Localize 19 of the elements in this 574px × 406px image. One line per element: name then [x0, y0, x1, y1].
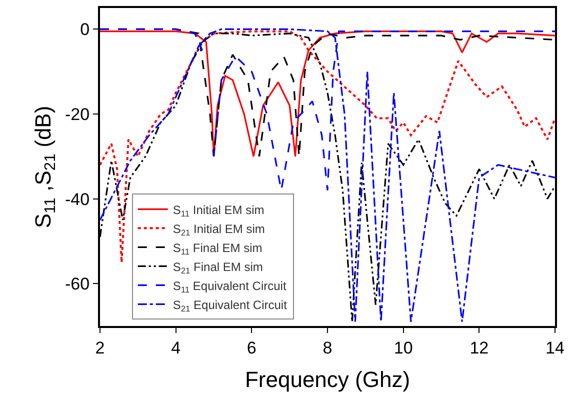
legend-label: S$_{11}$ Equivalent Circuit [172, 278, 287, 294]
legend-label: S$_{21}$ Final EM sim [172, 260, 263, 276]
y-tick-label: -20 [65, 104, 90, 124]
x-axis-title: Frequency (Ghz) [244, 366, 410, 392]
x-tick-label: 6 [246, 338, 256, 358]
x-tick-label: 4 [171, 338, 181, 358]
legend-label: S$_{11}$ Initial EM sim [172, 202, 264, 218]
x-tick-label: 2 [95, 338, 105, 358]
y-tick-label: 0 [80, 20, 90, 40]
y-tick-label: -60 [65, 274, 90, 294]
x-tick-label: 8 [322, 338, 332, 358]
line-series [100, 30, 555, 264]
legend-label: S$_{21}$ Equivalent Circuit [172, 298, 288, 314]
x-tick-label: 10 [394, 338, 413, 358]
legend-label: S$_{21}$ Initial EM sim [172, 222, 265, 238]
y-tick-label: -40 [65, 190, 90, 209]
legend-label: S$_{11}$ Final EM sim [172, 240, 262, 256]
x-tick-label: 14 [546, 338, 564, 358]
x-tick-label: 12 [470, 338, 489, 358]
